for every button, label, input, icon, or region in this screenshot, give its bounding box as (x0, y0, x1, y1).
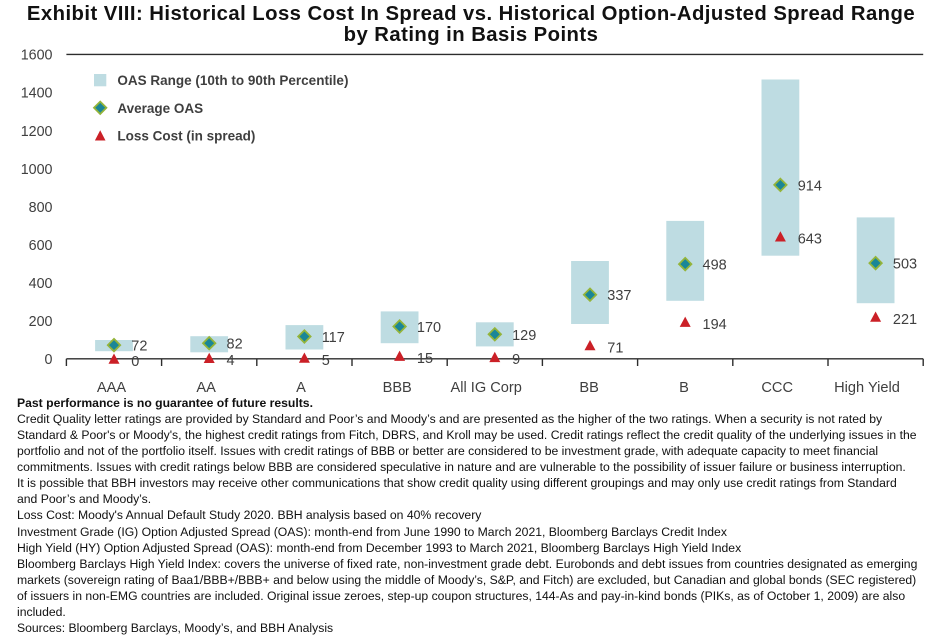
svg-text:117: 117 (322, 330, 345, 346)
svg-text:914: 914 (798, 178, 822, 194)
svg-text:170: 170 (417, 320, 441, 336)
svg-text:82: 82 (227, 337, 243, 353)
svg-text:337: 337 (607, 288, 631, 304)
svg-text:498: 498 (703, 258, 727, 274)
svg-text:600: 600 (29, 238, 53, 254)
svg-text:400: 400 (29, 276, 53, 292)
svg-text:15: 15 (417, 351, 433, 367)
svg-text:72: 72 (131, 339, 147, 355)
svg-text:71: 71 (607, 340, 623, 356)
svg-text:1200: 1200 (21, 124, 53, 140)
svg-text:503: 503 (893, 257, 917, 273)
svg-text:1400: 1400 (21, 86, 53, 102)
svg-text:0: 0 (131, 354, 139, 370)
svg-text:High Yield: High Yield (834, 380, 900, 396)
svg-text:Average OAS: Average OAS (117, 101, 203, 116)
svg-text:5: 5 (322, 353, 330, 369)
svg-text:B: B (679, 380, 689, 396)
svg-text:1600: 1600 (21, 48, 53, 64)
svg-text:643: 643 (798, 232, 822, 248)
svg-text:1000: 1000 (21, 162, 53, 178)
svg-text:129: 129 (512, 328, 536, 344)
svg-text:All IG Corp: All IG Corp (451, 380, 522, 396)
svg-text:BB: BB (579, 380, 598, 396)
svg-text:194: 194 (703, 317, 727, 333)
svg-text:800: 800 (29, 200, 53, 216)
svg-text:4: 4 (227, 353, 235, 369)
svg-text:Loss Cost (in spread): Loss Cost (in spread) (117, 128, 255, 143)
svg-text:9: 9 (512, 352, 520, 368)
svg-text:221: 221 (893, 312, 917, 328)
svg-text:200: 200 (29, 314, 53, 330)
svg-text:OAS Range (10th to 90th Percen: OAS Range (10th to 90th Percentile) (117, 73, 348, 88)
svg-text:AA: AA (196, 380, 216, 396)
svg-text:AAA: AAA (97, 380, 126, 396)
svg-text:BBB: BBB (383, 380, 412, 396)
svg-text:A: A (296, 380, 306, 396)
svg-text:0: 0 (45, 352, 53, 368)
svg-text:CCC: CCC (761, 380, 793, 396)
